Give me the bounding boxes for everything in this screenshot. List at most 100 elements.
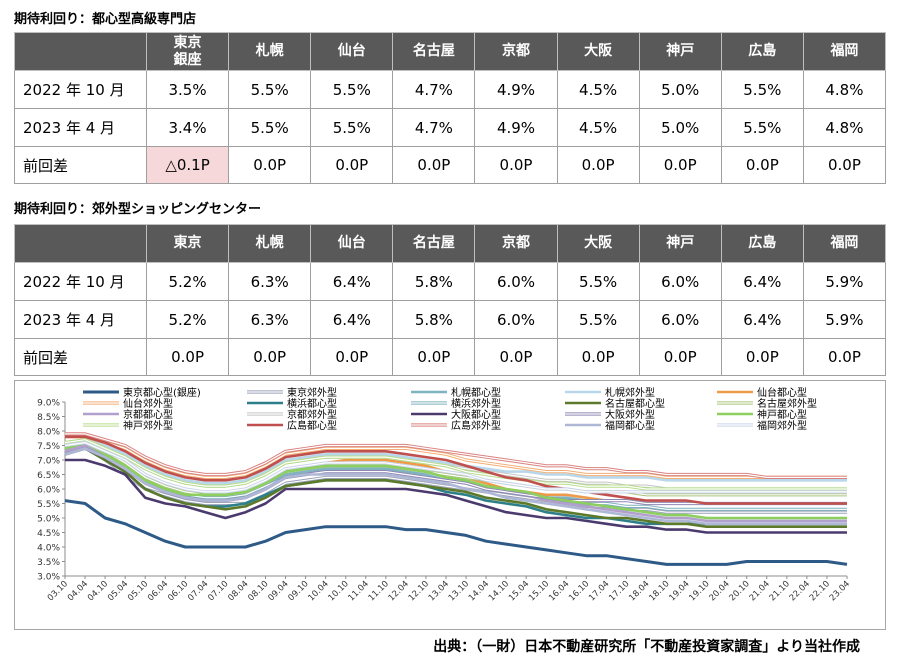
x-tick-label: 11.04 xyxy=(347,579,371,603)
y-tick-label: 4.5% xyxy=(37,529,60,539)
table-cell: 0.0P xyxy=(802,338,887,376)
header-city: 神戸 xyxy=(638,32,722,71)
table-cell: 0.0P xyxy=(145,338,230,376)
table-cell: 0.0P xyxy=(474,338,558,376)
table-cell: 0.0P xyxy=(638,146,722,184)
table-cell: 6.0% xyxy=(474,300,558,339)
row-label: 前回差 xyxy=(14,146,147,184)
y-tick-label: 7.5% xyxy=(37,442,60,452)
legend-label: 大阪郊外型 xyxy=(605,408,655,421)
table-cell: 0.0P xyxy=(720,146,804,184)
legend-label: 札幌都心型 xyxy=(451,386,501,399)
table-cell: 6.3% xyxy=(228,300,312,339)
table-urban-luxury-stores: 東京 銀座 札幌 仙台 名古屋 京都 大阪 神戸 広島 福岡 2022 年 10… xyxy=(14,32,887,184)
header-city: 京都 xyxy=(474,224,558,263)
table-cell: 4.8% xyxy=(802,108,887,147)
x-tick-label: 09.10 xyxy=(286,579,310,603)
table-cell: 6.4% xyxy=(720,300,804,339)
series-line-inner xyxy=(65,433,847,479)
table-header-row: 東京 銀座 札幌 仙台 名古屋 京都 大阪 神戸 広島 福岡 xyxy=(14,32,887,71)
row-label: 2023 年 4 月 xyxy=(14,300,147,339)
legend-label: 広島郊外型 xyxy=(451,419,501,432)
table-cell: 0.0P xyxy=(392,338,476,376)
y-tick-label: 5.0% xyxy=(37,515,60,525)
x-tick-label: 05.10 xyxy=(126,579,150,603)
y-tick-label: 3.0% xyxy=(37,573,60,583)
table-cell: 4.9% xyxy=(474,70,558,109)
series-line xyxy=(64,447,847,526)
legend-label: 横浜都心型 xyxy=(287,397,337,410)
y-tick-label: 5.5% xyxy=(37,500,60,510)
table1-title: 期待利回り：都心型高級専門店 xyxy=(14,12,197,27)
table-cell: 0.0P xyxy=(802,146,887,184)
x-tick-label: 06.04 xyxy=(146,579,170,603)
table-row: 2022 年 10 月 3.5% 5.5% 5.5% 4.7% 4.9% 4.5… xyxy=(14,70,887,109)
series-line xyxy=(64,438,847,485)
legend-label: 大阪都心型 xyxy=(451,408,501,421)
table-cell: 5.9% xyxy=(802,262,887,301)
table-cell: 5.2% xyxy=(145,262,230,301)
header-city: 京都 xyxy=(474,32,558,71)
legend-label: 仙台都心型 xyxy=(757,386,807,399)
header-city: 仙台 xyxy=(310,224,394,263)
header-corner xyxy=(14,224,147,263)
table-cell: 4.8% xyxy=(802,70,887,109)
table-cell: 5.8% xyxy=(392,262,476,301)
header-city: 札幌 xyxy=(228,224,312,263)
table-cell: 5.5% xyxy=(720,70,804,109)
header-city: 神戸 xyxy=(638,224,722,263)
table-row: 前回差 0.0P 0.0P 0.0P 0.0P 0.0P 0.0P 0.0P 0… xyxy=(14,338,887,376)
table-cell: 4.5% xyxy=(556,70,640,109)
series-line-inner xyxy=(64,444,847,513)
x-tick-label: 23.04 xyxy=(828,579,852,603)
x-tick-label: 17.10 xyxy=(607,579,631,603)
table-cell: 0.0P xyxy=(228,338,312,376)
table-cell: 4.9% xyxy=(474,108,558,147)
table-cell: 5.0% xyxy=(638,70,722,109)
x-tick-label: 20.10 xyxy=(728,579,752,603)
header-city: 名古屋 xyxy=(392,32,476,71)
legend-label: 名古屋郊外型 xyxy=(757,397,817,410)
y-tick-label: 3.5% xyxy=(37,558,60,568)
table-cell: 6.4% xyxy=(310,300,394,339)
legend-label: 東京都心型(銀座) xyxy=(123,386,201,399)
x-tick-label: 06.10 xyxy=(166,579,190,603)
y-tick-label: 6.0% xyxy=(37,486,60,496)
x-tick-label: 04.04 xyxy=(66,579,90,603)
row-label: 2023 年 4 月 xyxy=(14,108,147,147)
legend-label: 神戸都心型 xyxy=(757,408,807,421)
table-cell: 0.0P xyxy=(392,146,476,184)
x-tick-label: 09.04 xyxy=(266,579,290,603)
legend-label: 札幌郊外型 xyxy=(605,386,655,399)
table-cell: 3.4% xyxy=(145,108,230,147)
table-cell: 5.5% xyxy=(228,70,312,109)
header-city: 札幌 xyxy=(228,32,312,71)
x-tick-label: 21.04 xyxy=(748,579,772,603)
x-tick-label: 08.04 xyxy=(226,579,250,603)
header-city: 名古屋 xyxy=(392,224,476,263)
series-line-inner xyxy=(65,436,847,479)
table-row: 2023 年 4 月 3.4% 5.5% 5.5% 4.7% 4.9% 4.5%… xyxy=(14,108,887,147)
legend-label: 広島都心型 xyxy=(287,419,337,432)
x-tick-label: 05.04 xyxy=(106,579,130,603)
header-city: 福岡 xyxy=(802,32,887,71)
x-tick-label: 18.10 xyxy=(647,579,671,603)
x-tick-label: 07.10 xyxy=(206,579,230,603)
row-label: 2022 年 10 月 xyxy=(14,70,147,109)
x-tick-label: 04.10 xyxy=(86,579,110,603)
table-row: 2023 年 4 月 5.2% 6.3% 6.4% 5.8% 6.0% 5.5%… xyxy=(14,300,887,339)
series-line xyxy=(64,499,848,566)
table-cell: 4.7% xyxy=(392,70,476,109)
x-tick-label: 14.04 xyxy=(467,579,491,603)
source-note: 出典：（一財）日本不動産研究所「不動産投資家調査」より当社作成 xyxy=(433,639,860,655)
table-cell: 5.5% xyxy=(556,262,640,301)
x-tick-label: 18.04 xyxy=(627,579,651,603)
x-tick-label: 13.04 xyxy=(427,579,451,603)
table-cell: 0.0P xyxy=(474,146,558,184)
x-tick-label: 22.10 xyxy=(808,579,832,603)
legend-label: 神戸郊外型 xyxy=(123,419,173,432)
table-cell: 0.0P xyxy=(228,146,312,184)
header-city: 福岡 xyxy=(802,224,887,263)
y-tick-label: 4.0% xyxy=(37,544,60,554)
table-cell: 4.7% xyxy=(392,108,476,147)
